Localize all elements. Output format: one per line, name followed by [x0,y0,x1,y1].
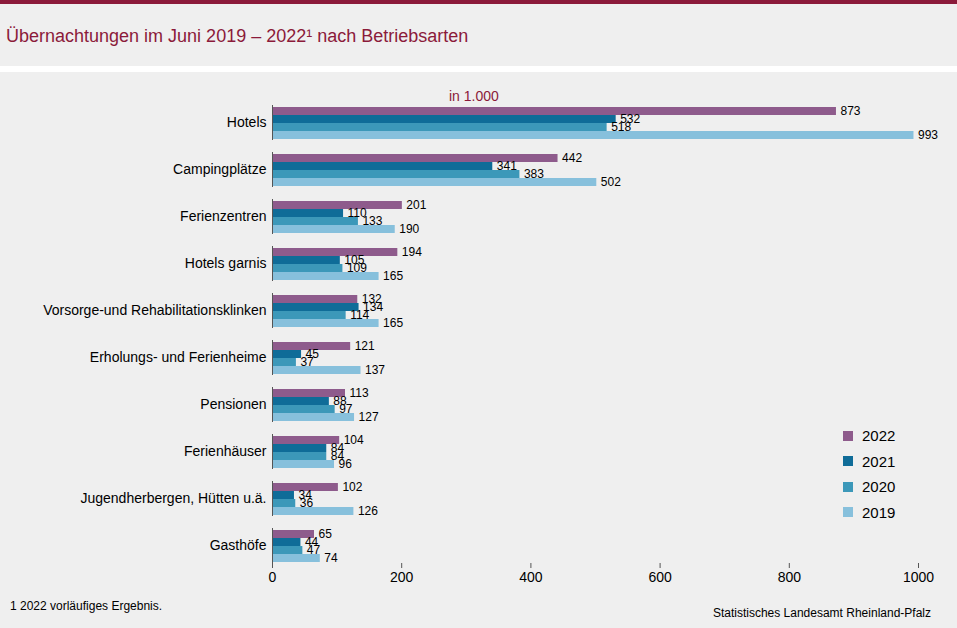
svg-text:Vorsorge-und Rehabilitationskl: Vorsorge-und Rehabilitationsklinken [43,302,266,318]
html-text:1 2022 vorläufiges Ergebnis.: 1 2022 vorläufiges Ergebnis. [10,599,163,613]
svg-text:201: 201 [406,198,426,212]
svg-text:1000: 1000 [903,569,934,585]
svg-text:84: 84 [330,449,345,464]
html-text:in 1.000: in 1.000 [449,88,499,104]
svg-text:102: 102 [342,480,362,494]
svg-text:110: 110 [347,206,367,221]
svg-text:127: 127 [359,410,379,424]
svg-text:190: 190 [399,222,419,236]
svg-text:132: 132 [361,292,382,307]
html-text:2021: 2021 [862,452,896,470]
svg-text:600: 600 [648,569,672,585]
svg-text:0: 0 [269,569,277,585]
svg-text:194: 194 [402,245,422,259]
svg-text:800: 800 [778,569,802,585]
svg-text:134: 134 [363,300,384,315]
html-text:2019: 2019 [862,503,896,521]
html-text:Statistisches Landesamt Rheinl: Statistisches Landesamt Rheinland-Pfalz [712,606,931,620]
svg-text:165: 165 [383,316,403,330]
svg-text:Jugendherbergen, Hütten u.ä.: Jugendherbergen, Hütten u.ä. [80,490,266,506]
svg-text:442: 442 [562,151,582,165]
svg-text:518: 518 [611,120,631,134]
svg-text:165: 165 [383,269,403,283]
svg-text:383: 383 [524,167,544,181]
svg-text:137: 137 [365,363,385,377]
svg-text:121: 121 [355,339,375,353]
svg-text:502: 502 [601,175,621,189]
svg-text:Erholungs- und Ferienheime: Erholungs- und Ferienheime [90,349,267,365]
svg-text:96: 96 [339,457,353,471]
svg-text:34: 34 [298,488,312,503]
svg-text:Hotels: Hotels [227,114,267,130]
html-text:2020: 2020 [862,478,896,496]
svg-text:200: 200 [390,569,414,585]
svg-text:Hotels garnis: Hotels garnis [185,255,267,271]
svg-text:84: 84 [330,441,345,456]
svg-text:126: 126 [358,504,378,518]
svg-text:Pensionen: Pensionen [200,396,266,412]
svg-text:97: 97 [339,402,353,416]
svg-text:400: 400 [519,569,543,585]
svg-text:36: 36 [300,496,314,510]
svg-text:47: 47 [307,543,321,557]
svg-text:Ferienhäuser: Ferienhäuser [184,443,267,459]
svg-text:Campingplätze: Campingplätze [173,161,267,177]
html-text:Übernachtungen im Juni 2019 –: Übernachtungen im Juni 2019 – 2022¹ nach… [6,26,469,46]
svg-text:37: 37 [300,355,314,369]
svg-text:113: 113 [349,386,368,400]
svg-text:65: 65 [318,527,332,541]
svg-text:Ferienzentren: Ferienzentren [180,208,266,224]
html-text:2022: 2022 [862,427,896,445]
svg-text:88: 88 [333,394,347,409]
svg-text:Gasthöfe: Gasthöfe [210,537,267,553]
svg-text:44: 44 [304,535,319,550]
svg-text:341: 341 [497,159,517,173]
svg-text:993: 993 [918,128,938,142]
svg-text:133: 133 [362,214,382,228]
svg-text:109: 109 [347,261,367,275]
svg-text:105: 105 [344,253,365,268]
svg-text:74: 74 [324,551,338,565]
svg-text:114: 114 [350,308,369,322]
svg-text:45: 45 [305,347,319,362]
svg-text:532: 532 [620,112,641,127]
svg-text:873: 873 [840,104,860,118]
svg-text:104: 104 [344,433,364,447]
